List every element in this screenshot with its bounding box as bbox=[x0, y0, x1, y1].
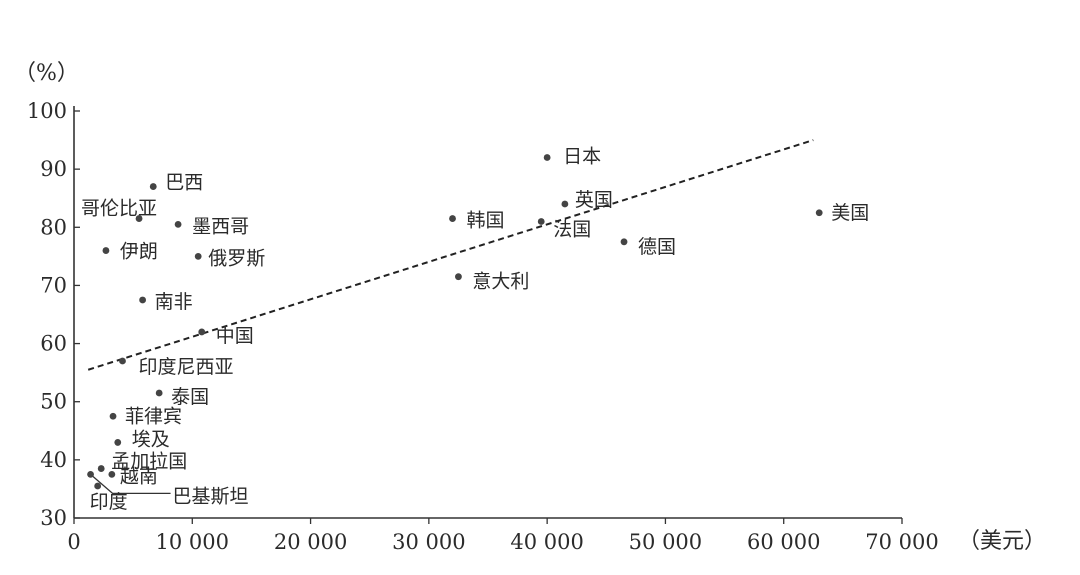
y-ticks: 30 40 50 60 70 80 90 100 bbox=[27, 99, 80, 530]
data-point bbox=[102, 247, 110, 254]
data-point bbox=[449, 215, 456, 222]
data-point-label: 美国 bbox=[831, 202, 869, 224]
data-point-label: 泰国 bbox=[171, 386, 209, 408]
data-point bbox=[87, 470, 94, 478]
x-tick-label: 60 000 bbox=[747, 530, 820, 554]
data-point bbox=[108, 470, 116, 478]
x-tick-label: 30 000 bbox=[392, 530, 465, 554]
x-tick-label: 70 000 bbox=[865, 530, 938, 554]
data-points bbox=[87, 154, 823, 490]
data-point-label: 孟加拉国 bbox=[111, 451, 187, 473]
data-point-label: 印度尼西亚 bbox=[138, 356, 233, 378]
x-tick-label: 10 000 bbox=[156, 530, 229, 554]
data-point-label: 伊朗 bbox=[120, 241, 158, 263]
data-point bbox=[537, 218, 545, 225]
y-tick-label: 60 bbox=[40, 332, 67, 356]
x-axis-unit-label: （美元） bbox=[958, 529, 1046, 554]
data-point bbox=[94, 482, 102, 490]
data-point bbox=[815, 209, 823, 217]
label-leader-lines bbox=[90, 473, 171, 495]
data-point bbox=[194, 252, 202, 260]
data-point bbox=[198, 328, 206, 336]
data-point-label: 越南 bbox=[120, 465, 158, 487]
data-point bbox=[119, 357, 126, 365]
data-point-label: 埃及 bbox=[132, 428, 170, 450]
data-point-label: 英国 bbox=[575, 189, 613, 211]
data-point bbox=[114, 439, 122, 446]
data-point-label: 哥伦比亚 bbox=[81, 198, 157, 220]
trend-line bbox=[87, 139, 814, 371]
data-point-label: 俄罗斯 bbox=[208, 247, 265, 269]
data-point-label: 巴基斯坦 bbox=[173, 485, 249, 507]
data-point-label: 日本 bbox=[563, 146, 601, 168]
data-point-label: 中国 bbox=[216, 325, 254, 347]
x-tick-label: 50 000 bbox=[629, 530, 702, 554]
y-tick-label: 70 bbox=[40, 273, 67, 297]
y-tick-label: 100 bbox=[27, 99, 67, 123]
data-point-label: 南非 bbox=[155, 291, 193, 313]
x-tick-label: 20 000 bbox=[274, 530, 347, 554]
data-point bbox=[455, 273, 462, 281]
data-point-label: 意大利 bbox=[472, 271, 529, 293]
data-point bbox=[97, 465, 105, 472]
data-point-label: 韩国 bbox=[467, 210, 505, 232]
y-tick-label: 40 bbox=[40, 448, 67, 472]
data-point bbox=[139, 296, 147, 304]
x-tick-label: 0 bbox=[67, 530, 80, 554]
y-tick-label: 30 bbox=[40, 506, 67, 530]
leader-line bbox=[90, 473, 171, 495]
data-point-label: 法国 bbox=[553, 218, 591, 240]
data-point-label: 菲律宾 bbox=[125, 405, 182, 427]
x-tick-label: 40 000 bbox=[510, 530, 583, 554]
data-point bbox=[543, 154, 551, 161]
data-point bbox=[149, 183, 157, 190]
data-point bbox=[620, 238, 628, 246]
data-point bbox=[155, 389, 163, 397]
y-tick-label: 90 bbox=[40, 157, 67, 181]
data-point bbox=[174, 220, 182, 228]
x-ticks: 0 10 000 20 000 30 000 40 000 50 000 60 000 70 … bbox=[67, 518, 939, 554]
data-point-label: 墨西哥 bbox=[192, 215, 249, 237]
data-point bbox=[561, 200, 569, 208]
data-point-label: 印度 bbox=[90, 491, 128, 513]
data-point bbox=[135, 215, 143, 222]
y-axis-unit-label: （%） bbox=[14, 61, 79, 86]
data-point-label: 巴西 bbox=[165, 172, 203, 194]
data-point bbox=[109, 412, 117, 420]
axes bbox=[73, 106, 902, 519]
y-tick-label: 80 bbox=[40, 215, 67, 239]
y-tick-label: 50 bbox=[40, 390, 67, 414]
data-point-label: 德国 bbox=[638, 236, 676, 258]
